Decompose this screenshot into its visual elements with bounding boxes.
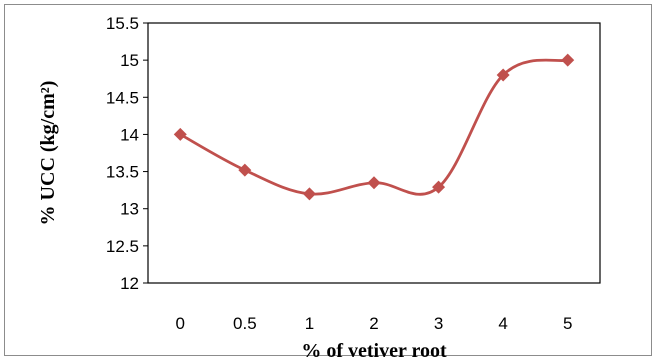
x-tick-label: 1 [305,314,314,333]
data-point-marker [367,176,381,190]
data-point-marker [173,127,187,141]
x-tick-label: 0.5 [233,314,257,333]
y-tick-label: 12.5 [106,237,139,256]
data-point-marker [561,53,575,67]
y-tick-label: 14 [120,125,139,144]
y-tick-label: 12 [120,274,139,293]
x-tick-label: 3 [434,314,443,333]
x-axis-ticks: 0 0.5 1 2 3 4 5 [176,314,573,333]
y-tick-label: 14.5 [106,88,139,107]
data-point-marker [302,187,316,201]
data-point-marker [238,163,252,177]
y-axis-ticks: 12 12.5 13 13.5 14 14.5 15 15.5 [106,14,148,293]
y-tick-label: 15.5 [106,14,139,33]
x-axis-title: % of vetiver root [301,340,447,362]
series-layer [173,53,575,201]
x-tick-label: 5 [563,314,572,333]
data-point-marker [496,68,510,82]
x-tick-label: 2 [369,314,378,333]
y-tick-label: 13.5 [106,163,139,182]
y-axis-title: % UCC (kg/cm²) [37,81,59,226]
x-tick-label: 0 [176,314,185,333]
y-tick-label: 15 [120,51,139,70]
data-point-marker [432,180,446,194]
y-tick-label: 13 [120,200,139,219]
plot-area [147,22,601,284]
x-tick-label: 4 [498,314,507,333]
